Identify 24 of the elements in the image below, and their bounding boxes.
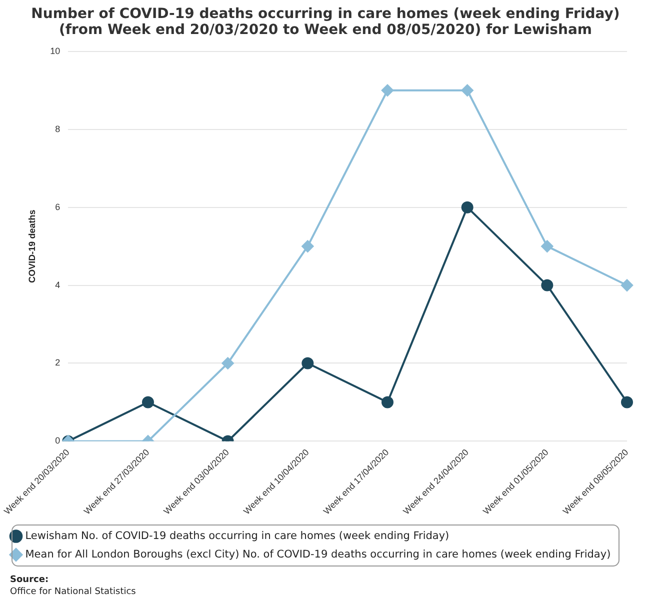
- point: [381, 396, 394, 408]
- y-tick-label: 4: [55, 280, 60, 290]
- point: [621, 279, 633, 292]
- point: [302, 357, 314, 370]
- y-tick-label: 8: [55, 124, 60, 134]
- point: [222, 357, 234, 370]
- y-tick-label: 0: [55, 436, 60, 446]
- point: [621, 396, 633, 408]
- point: [302, 240, 314, 252]
- text: Office for National Statistics: [10, 586, 137, 598]
- point: [541, 240, 554, 252]
- point: [461, 84, 474, 96]
- point: [381, 84, 394, 96]
- source-note: Source:: [10, 574, 50, 586]
- y-tick-label: 6: [55, 202, 60, 212]
- point: [541, 279, 554, 292]
- legend-label: Lewisham No. of COVID-19 deaths occurring in care homes (week ending Friday): [25, 530, 450, 542]
- y-tick-label: 2: [55, 358, 60, 368]
- legend-label: Mean for All London Boroughs (excl City) No. of COVID-19 deaths occurring in care homes (week ending Friday): [25, 548, 611, 560]
- y-axis-title: COVID-19 deaths: [27, 210, 38, 283]
- chart-title: Number of COVID-19 deaths occurring in care homes (week ending Friday) (from Week end 20/03/2020 to Week end 08/05/2020) for Lewisham: [30, 6, 621, 38]
- point: [461, 201, 474, 214]
- point: [142, 396, 154, 408]
- y-tick-label: 10: [50, 46, 60, 56]
